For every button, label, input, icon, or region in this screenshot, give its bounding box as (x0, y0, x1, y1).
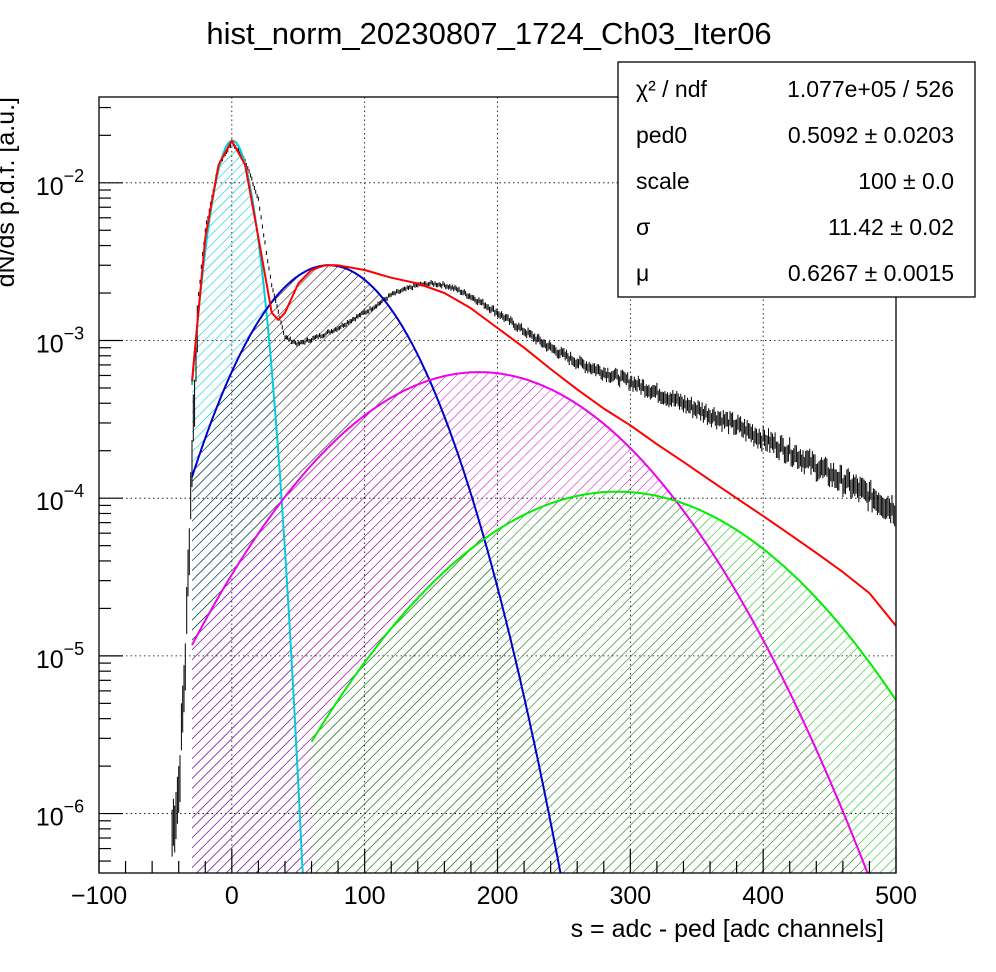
stats-row-name: σ (636, 214, 650, 240)
x-tick-labels: −100 0 100 200 300 400 500 (71, 882, 917, 910)
stats-row-value: 11.42 ± 0.02 (828, 214, 954, 240)
stats-row-value: 0.6267 ± 0.0015 (788, 260, 954, 286)
y-axis-label: dN/ds p.d.f. [a.u.] (0, 97, 20, 287)
stats-row-name: μ (636, 260, 649, 286)
y-tick-labels: 10−6 10−5 10−4 10−3 10−2 (36, 166, 84, 832)
y-tick-label: 10−4 (36, 481, 84, 516)
stats-row-value: 100 ± 0.0 (858, 168, 954, 194)
x-tick-label: −100 (71, 882, 127, 910)
chart-title: hist_norm_20230807_1724_Ch03_Iter06 (206, 16, 771, 51)
x-tick-label: 100 (344, 882, 386, 910)
fit-curves (191, 139, 896, 873)
three-pe-component-curve (310, 490, 896, 743)
three-pe-component-fill (311, 491, 896, 873)
y-tick-label: 10−5 (36, 639, 84, 674)
component-fills (192, 140, 896, 873)
stats-row-name: χ² / ndf (636, 76, 707, 102)
x-tick-label: 0 (225, 882, 239, 910)
x-tick-label: 300 (609, 882, 651, 910)
x-axis-label: s = adc - ped [adc channels] (571, 915, 884, 943)
data-histogram (171, 139, 896, 857)
axis-ticks (98, 106, 897, 873)
total-fit-curve (191, 139, 896, 627)
x-tick-label: 400 (742, 882, 784, 910)
y-tick-label: 10−3 (36, 323, 84, 358)
y-tick-label: 10−2 (36, 166, 84, 201)
two-pe-component-curve (191, 371, 869, 873)
stats-box: χ² / ndf 1.077e+05 / 526 ped0 0.5092 ± 0.02… (617, 61, 976, 298)
x-tick-label: 500 (875, 882, 917, 910)
stats-row-name: scale (636, 168, 690, 194)
stats-box-frame (617, 61, 976, 298)
stats-row-value: 0.5092 ± 0.0203 (788, 122, 954, 148)
histogram-bins (171, 139, 896, 857)
stats-row-value: 1.077e+05 / 526 (787, 76, 954, 102)
x-tick-label: 200 (477, 882, 519, 910)
y-tick-label: 10−6 (36, 797, 84, 832)
stats-row-name: ped0 (636, 122, 687, 148)
